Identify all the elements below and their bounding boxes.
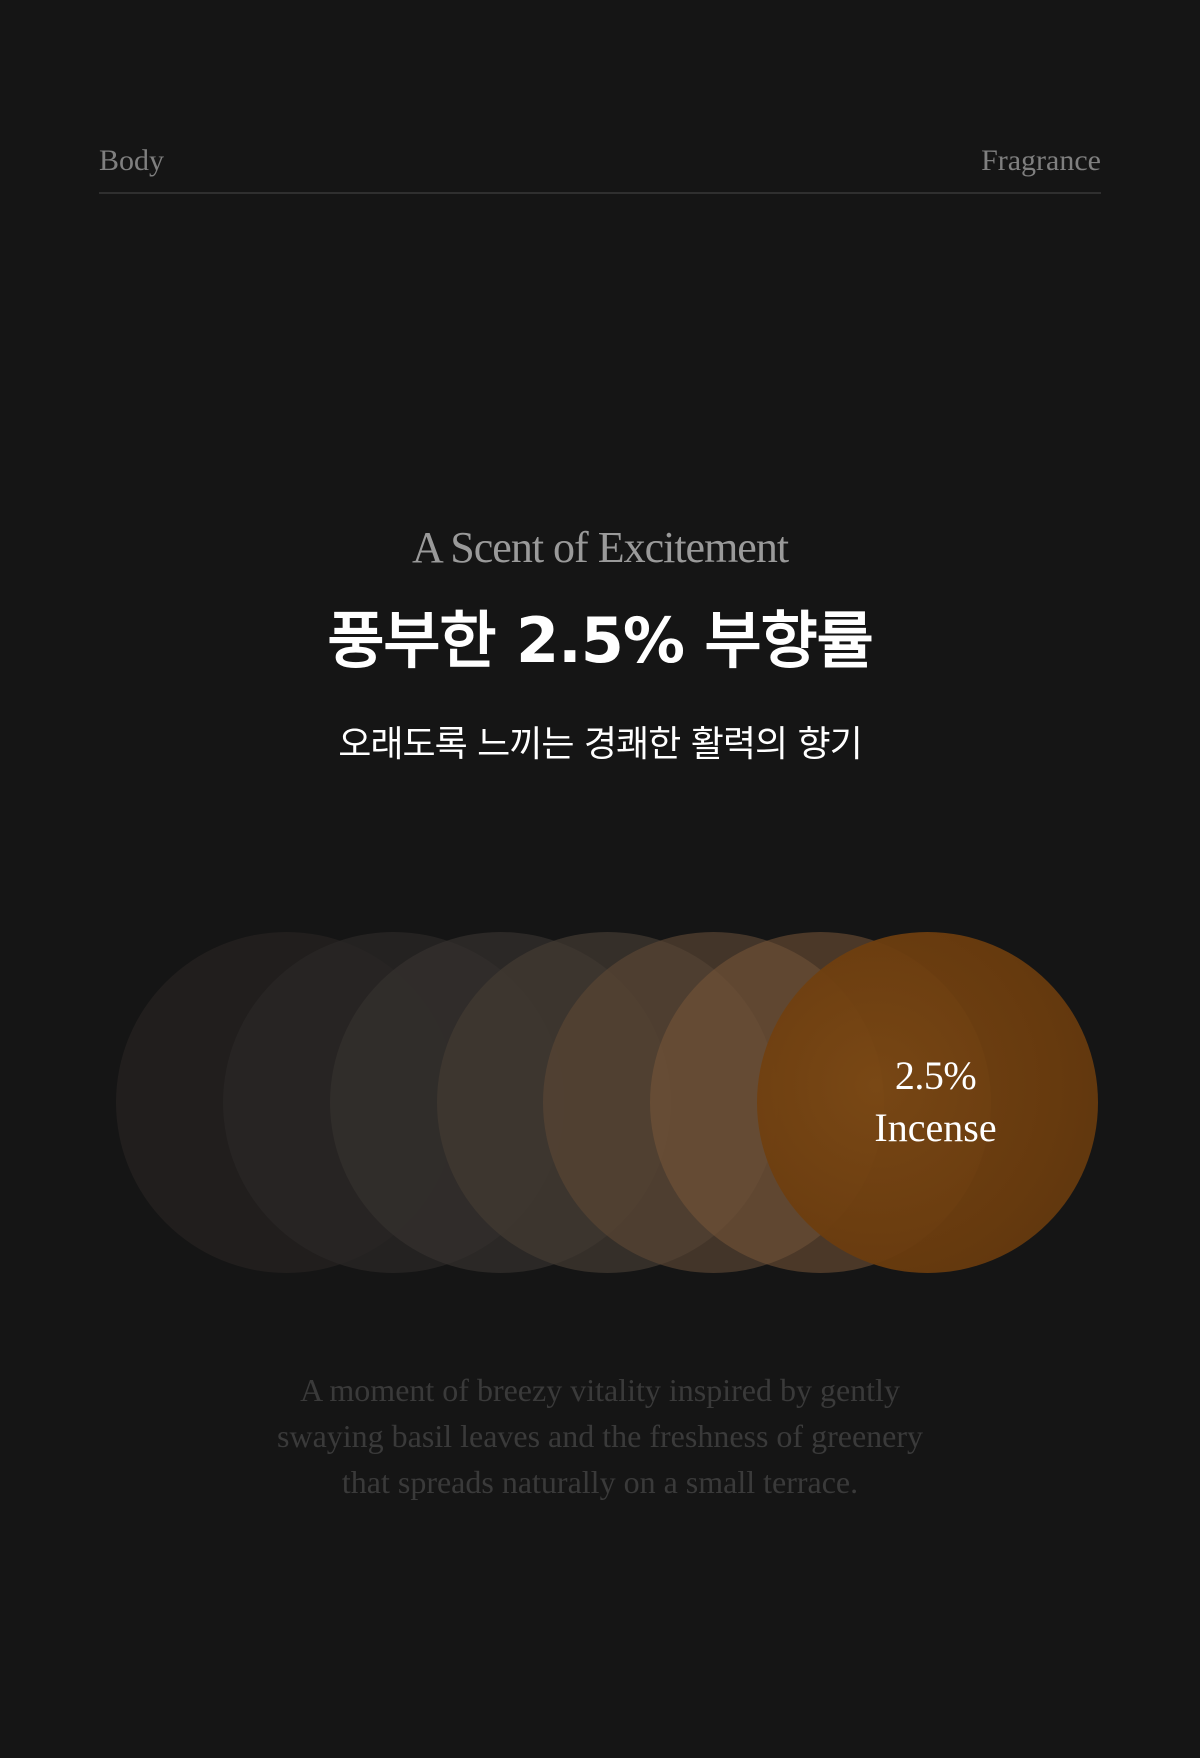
description-ko: 오래도록 느끼는 경쾌한 활력의 향기 bbox=[338, 724, 863, 765]
description-line: swaying basil leaves and the freshness o… bbox=[277, 1418, 923, 1454]
description-line: that spreads naturally on a small terrac… bbox=[341, 1464, 859, 1500]
description-paragraph: A moment of breezy vitality inspired by … bbox=[0, 1367, 1200, 1505]
description-line: A moment of breezy vitality inspired by … bbox=[300, 1372, 900, 1408]
page-title: 풍부한 2.5% 부향률 bbox=[327, 604, 873, 677]
fragrance-label: Fragrance bbox=[981, 144, 1101, 177]
subtitle-en: A Scent of Excitement bbox=[411, 523, 789, 572]
incense-highlight-circle bbox=[757, 932, 1098, 1273]
body-label: Body bbox=[99, 144, 165, 177]
top-bar: Body Fragrance bbox=[99, 138, 1101, 194]
